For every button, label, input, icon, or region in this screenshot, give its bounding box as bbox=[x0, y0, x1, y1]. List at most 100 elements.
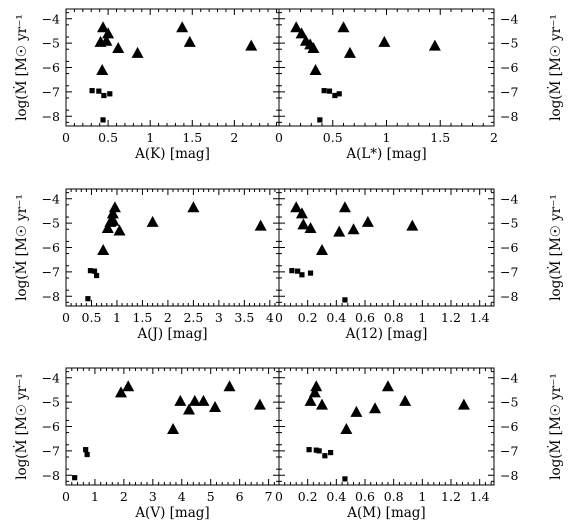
x-tick-label: 0.8 bbox=[384, 310, 404, 325]
x-tick-label: 0.2 bbox=[298, 310, 318, 325]
triangle-point bbox=[316, 398, 328, 410]
x-tick-label: 1.4 bbox=[470, 489, 490, 504]
x-tick-label: 2 bbox=[230, 130, 238, 145]
y-tick-label: −5 bbox=[500, 395, 518, 410]
x-tick-label: 0 bbox=[62, 130, 70, 145]
x-tick-label: 1.5 bbox=[132, 310, 152, 325]
x-tick-label: 0 bbox=[275, 489, 283, 504]
y-tick-label: −7 bbox=[42, 264, 60, 279]
y-tick-label: −6 bbox=[500, 419, 518, 434]
y-tick-label: −4 bbox=[42, 370, 60, 385]
square-point bbox=[342, 297, 348, 303]
panel-6: 0 0.2 0.4 0.6 0.8 1 1.2 1.4 −4 −5 −6 −7 −8 A(M) [mag] bbox=[275, 367, 518, 521]
triangle-point bbox=[96, 63, 109, 75]
y-axis-label-left: log(Ṁ [M☉ yr⁻¹ bbox=[13, 14, 30, 121]
y-tick-label: −4 bbox=[42, 11, 60, 26]
triangle-point bbox=[381, 380, 394, 392]
triangle-point bbox=[309, 63, 322, 75]
plot-frame bbox=[65, 8, 280, 127]
triangle-point bbox=[333, 225, 346, 237]
y-tick-label: −6 bbox=[42, 240, 60, 255]
x-tick-label: 1 bbox=[383, 130, 391, 145]
x-tick-label: 6 bbox=[236, 489, 244, 504]
triangle-point bbox=[146, 215, 159, 227]
y-axis-label-right: log(Ṁ [M☉ yr⁻¹ bbox=[547, 14, 564, 121]
square-point bbox=[89, 88, 95, 94]
panel-5: 0 1 2 3 4 5 6 7 −4 −5 −6 −7 −8 A(V) [mag] bbox=[42, 367, 280, 521]
triangle-point bbox=[290, 21, 303, 33]
x-tick-label: 0.8 bbox=[384, 489, 404, 504]
triangle-point bbox=[304, 394, 317, 406]
x-tick-label: 1 bbox=[418, 310, 426, 325]
triangle-point bbox=[428, 39, 441, 51]
square-point bbox=[295, 268, 301, 274]
square-point bbox=[91, 268, 98, 274]
triangle-point bbox=[197, 394, 210, 406]
x-axis-label: A(M) [mag] bbox=[346, 505, 425, 521]
triangle-point bbox=[176, 21, 189, 33]
y-tick-label: −6 bbox=[500, 240, 518, 255]
y-axis-label-right: log(Ṁ [M☉ yr⁻¹ bbox=[547, 194, 564, 301]
x-tick-label: 0.6 bbox=[355, 489, 375, 504]
triangle-point bbox=[183, 35, 196, 47]
y-tick-label: −5 bbox=[42, 36, 60, 51]
plot-frame bbox=[65, 188, 280, 307]
x-tick-label: 0.5 bbox=[323, 130, 343, 145]
panel-1: 0 0.5 1 1.5 2 −4 −5 −6 −7 −8 A(K) [mag] bbox=[42, 8, 280, 162]
square-point bbox=[87, 268, 94, 274]
triangle-point bbox=[113, 224, 126, 236]
square-point bbox=[107, 91, 113, 97]
y-tick-label: −6 bbox=[500, 60, 518, 75]
x-tick-label: 3 bbox=[149, 489, 157, 504]
x-tick-label: 0 bbox=[62, 489, 70, 504]
triangle-point bbox=[307, 42, 320, 53]
x-tick-label: 4 bbox=[266, 310, 274, 325]
triangle-point bbox=[102, 27, 115, 39]
x-tick-label: 0.2 bbox=[298, 489, 318, 504]
x-tick-label: 3.5 bbox=[234, 310, 254, 325]
triangle-point bbox=[343, 46, 356, 58]
triangle-point bbox=[223, 380, 236, 392]
triangle-point bbox=[340, 422, 353, 434]
y-tick-label: −4 bbox=[500, 191, 518, 206]
x-tick-label: 1 bbox=[146, 130, 154, 145]
panel-3: 0 0.5 1 1.5 2 2.5 3 3.5 4 −4 −5 −6 −7 −8 A(J) [mag] bbox=[42, 188, 280, 342]
triangle-point bbox=[187, 201, 200, 213]
y-axis-label-right: log(Ṁ [M☉ yr⁻¹ bbox=[547, 373, 564, 480]
triangle-point bbox=[399, 394, 412, 406]
triangle-point bbox=[350, 405, 363, 417]
x-tick-label: 1.5 bbox=[182, 130, 202, 145]
square-point bbox=[332, 92, 338, 99]
x-tick-label: 1.2 bbox=[441, 310, 461, 325]
triangle-point bbox=[108, 201, 121, 213]
square-point bbox=[299, 272, 305, 278]
y-tick-label: −7 bbox=[42, 443, 60, 458]
x-tick-label: 5 bbox=[207, 489, 215, 504]
square-point bbox=[84, 451, 90, 458]
triangle-point bbox=[347, 223, 360, 235]
x-tick-label: 1 bbox=[418, 489, 426, 504]
triangle-point bbox=[295, 207, 308, 219]
x-tick-label: 7 bbox=[265, 489, 273, 504]
x-tick-label: 0 bbox=[275, 130, 283, 145]
triangle-point bbox=[253, 398, 266, 410]
panel-2: 0 0.5 1 1.5 2 −4 −5 −6 −7 −8 A(L*) [mag] bbox=[275, 8, 518, 162]
triangle-point bbox=[337, 21, 350, 33]
triangle-point bbox=[378, 35, 391, 47]
triangle-point bbox=[188, 394, 201, 406]
triangle-point bbox=[457, 398, 470, 410]
triangle-point bbox=[131, 46, 144, 58]
square-point bbox=[306, 447, 312, 453]
triangle-point bbox=[316, 243, 328, 255]
square-point bbox=[93, 272, 100, 279]
y-tick-label: −4 bbox=[500, 370, 518, 385]
x-tick-label: 1 bbox=[113, 310, 121, 325]
square-point bbox=[72, 475, 78, 481]
x-tick-label: 2 bbox=[164, 310, 172, 325]
square-point bbox=[307, 270, 314, 276]
triangle-point bbox=[182, 403, 195, 415]
x-tick-label: 0 bbox=[275, 310, 283, 325]
y-tick-label: −4 bbox=[42, 191, 60, 206]
y-tick-label: −8 bbox=[500, 109, 518, 124]
square-point bbox=[96, 88, 102, 94]
